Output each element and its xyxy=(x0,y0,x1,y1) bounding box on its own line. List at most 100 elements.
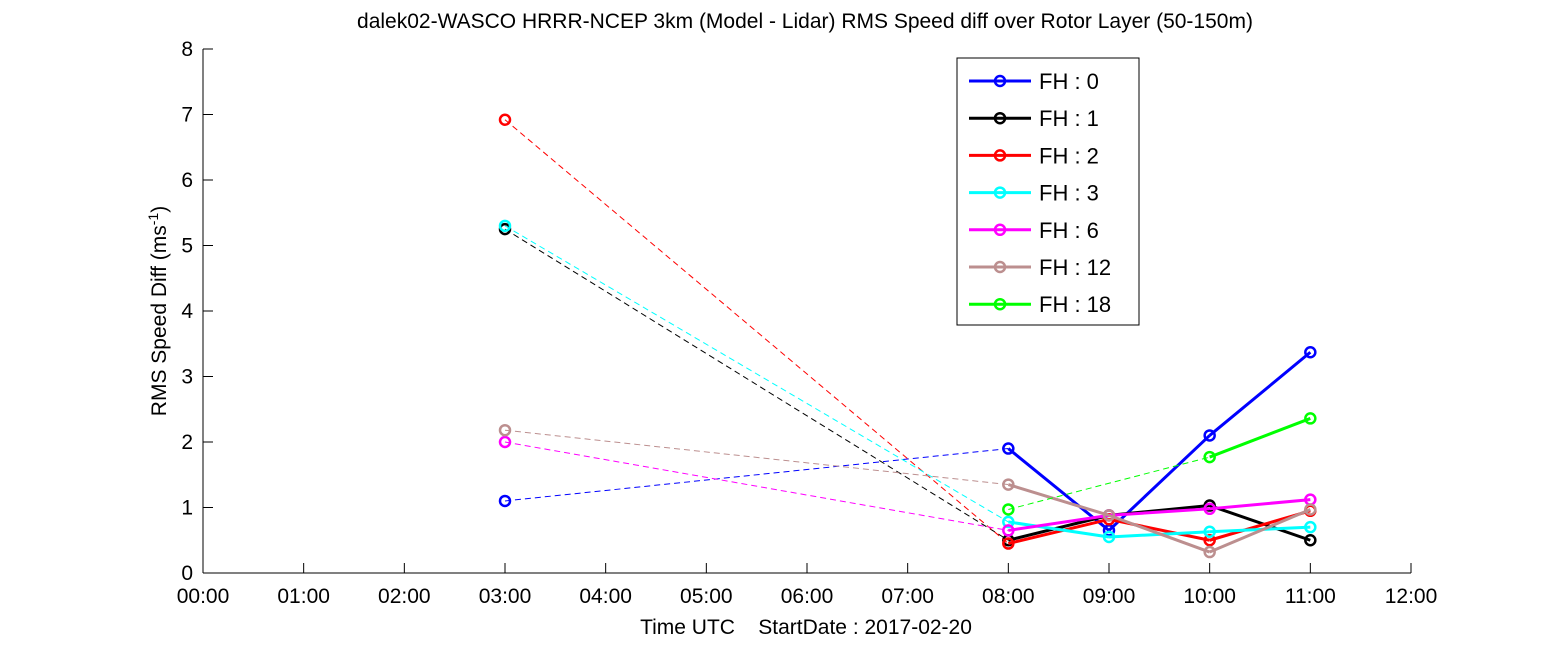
legend-marker xyxy=(993,260,1007,274)
x-tick-label: 08:00 xyxy=(982,585,1035,608)
data-point xyxy=(1102,530,1116,544)
legend-entry: FH : 2 xyxy=(969,143,1099,168)
series-gap-segment xyxy=(504,448,1009,502)
data-point xyxy=(498,494,512,508)
series-line-segment xyxy=(1108,513,1211,554)
series-line-segment xyxy=(1007,513,1110,542)
series-layer xyxy=(498,113,1317,559)
legend-entry: FH : 12 xyxy=(969,255,1111,280)
y-tick-label: 2 xyxy=(181,431,193,454)
x-tick-label: 01:00 xyxy=(277,585,330,608)
series-fh-18 xyxy=(1002,412,1317,516)
x-tick-label: 00:00 xyxy=(177,585,230,608)
y-tick-label: 0 xyxy=(181,562,193,585)
legend-marker xyxy=(993,149,1007,162)
data-point xyxy=(498,219,512,233)
data-point xyxy=(498,113,512,126)
data-point xyxy=(1203,545,1216,559)
series-line-segment xyxy=(1208,351,1312,437)
x-tick-label: 03:00 xyxy=(479,585,532,608)
series-gap-segment xyxy=(504,228,1009,541)
legend-label: FH : 18 xyxy=(1039,292,1111,317)
series-line-segment xyxy=(1209,498,1311,511)
data-point xyxy=(1102,509,1116,522)
y-axis-label-main: RMS Speed Diff (ms xyxy=(148,225,171,416)
series-line-segment xyxy=(1007,483,1110,517)
x-tick-label: 07:00 xyxy=(881,585,934,608)
x-axis-label: Time UTC StartDate : 2017-02-20 xyxy=(640,616,972,639)
legend-marker xyxy=(993,74,1007,88)
legend-entry: FH : 3 xyxy=(969,181,1099,206)
legend: FH : 0 FH : 1 FH : 2 FH : 3 FH : 6 FH : 12 FH … xyxy=(956,57,1140,326)
series-gap-segment xyxy=(504,429,1009,486)
data-point xyxy=(498,423,512,437)
data-point xyxy=(1002,442,1015,455)
legend-label: FH : 2 xyxy=(1039,143,1099,168)
y-axis-label: RMS Speed Diff (ms-1) xyxy=(145,206,171,416)
legend-label: FH : 12 xyxy=(1039,255,1111,280)
y-tick-label: 8 xyxy=(181,38,193,61)
x-tick-label: 05:00 xyxy=(680,585,733,608)
legend-marker xyxy=(993,186,1007,199)
legend-marker xyxy=(993,223,1007,237)
y-tick-label: 5 xyxy=(181,235,193,258)
legend-entry: FH : 6 xyxy=(969,218,1099,243)
x-tick-label: 06:00 xyxy=(781,585,834,608)
axes: 00:00 01:00 02:00 03:00 04:00 05:00 06:00 07:00… xyxy=(177,38,1438,608)
legend-entry: FH : 1 xyxy=(969,106,1099,131)
legend-label: FH : 0 xyxy=(1039,69,1099,94)
data-point xyxy=(1304,412,1317,425)
series-line-segment xyxy=(1008,520,1110,539)
data-point xyxy=(498,435,512,449)
data-point xyxy=(1002,524,1015,537)
series-line-segment xyxy=(1008,513,1110,532)
series-line-segment xyxy=(1007,517,1110,545)
series-line-segment xyxy=(1209,508,1311,554)
y-tick-label: 7 xyxy=(181,104,193,127)
legend-label: FH : 1 xyxy=(1039,106,1099,131)
x-tick-label: 11:00 xyxy=(1285,585,1336,608)
y-axis-label-superscript: -1 xyxy=(145,213,161,226)
series-fh-6 xyxy=(498,435,1317,537)
data-point xyxy=(1203,429,1216,442)
x-tick-label: 10:00 xyxy=(1183,585,1236,608)
legend-entry: FH : 18 xyxy=(969,292,1111,317)
y-tick-label: 6 xyxy=(181,169,193,192)
y-axis-label-close: ) xyxy=(148,206,171,213)
data-point xyxy=(1002,478,1015,491)
series-line-segment xyxy=(1209,417,1311,459)
series-gap-segment xyxy=(504,225,1009,523)
x-tick-label: 04:00 xyxy=(579,585,632,608)
plot-area xyxy=(203,49,1411,573)
data-point xyxy=(1304,346,1317,359)
y-tick-label: 3 xyxy=(181,366,193,389)
series-line-segment xyxy=(1108,507,1210,517)
data-point xyxy=(1304,520,1317,534)
legend-label: FH : 6 xyxy=(1039,218,1099,243)
x-tick-label: 12:00 xyxy=(1385,585,1438,608)
series-gap-segment xyxy=(504,441,1009,531)
data-point xyxy=(1002,537,1015,550)
legend-marker xyxy=(993,297,1007,311)
data-point xyxy=(1304,534,1317,547)
data-point xyxy=(1203,534,1216,547)
chart-title: dalek02-WASCO HRRR-NCEP 3km (Model - Lid… xyxy=(357,10,1253,33)
data-point xyxy=(1203,525,1216,538)
data-point xyxy=(1002,503,1015,516)
x-tick-label: 09:00 xyxy=(1083,585,1136,608)
legend-marker xyxy=(993,111,1007,125)
legend-entry: FH : 0 xyxy=(969,69,1099,94)
x-tick-label: 02:00 xyxy=(378,585,431,608)
data-point xyxy=(1203,450,1216,464)
series-line-segment xyxy=(1209,504,1311,542)
series-gap-segment xyxy=(1008,456,1210,510)
data-point xyxy=(1304,503,1317,516)
series-fh-12 xyxy=(498,423,1317,559)
legend-label: FH : 3 xyxy=(1039,181,1099,206)
y-tick-label: 1 xyxy=(181,497,193,520)
data-point xyxy=(1002,515,1015,529)
y-tick-label: 4 xyxy=(181,300,193,323)
data-point xyxy=(1203,502,1216,516)
